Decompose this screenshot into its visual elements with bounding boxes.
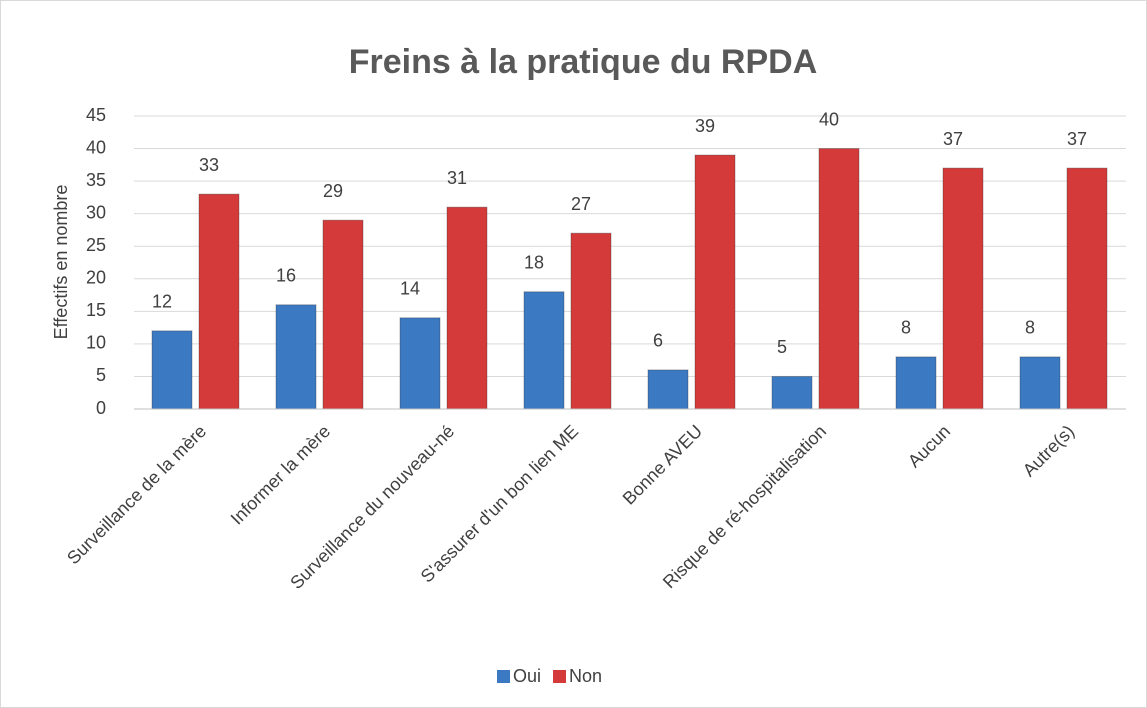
y-axis-label: Effectifs en nombre: [51, 185, 71, 340]
y-tick-label: 45: [86, 105, 106, 125]
bar: [942, 167, 984, 410]
data-label: 6: [653, 331, 663, 351]
bar: [570, 232, 612, 410]
bar: [399, 317, 441, 410]
bar: [1019, 356, 1061, 410]
data-label: 40: [819, 109, 839, 129]
y-tick-label: 0: [96, 398, 106, 418]
bar: [818, 148, 860, 410]
legend-swatch: [553, 670, 567, 683]
bar: [198, 193, 240, 410]
y-tick-label: 25: [86, 235, 106, 255]
bar: [322, 219, 364, 410]
data-label: 33: [199, 155, 219, 175]
y-tick-label: 15: [86, 300, 106, 320]
y-tick-label: 20: [86, 268, 106, 288]
y-tick-label: 5: [96, 365, 106, 385]
data-label: 37: [943, 129, 963, 149]
bar: [446, 206, 488, 410]
bar: [275, 304, 317, 410]
data-label: 5: [777, 337, 787, 357]
data-label: 31: [447, 168, 467, 188]
bar: [647, 369, 689, 410]
legend-swatch: [497, 670, 510, 683]
data-label: 29: [323, 181, 343, 201]
legend-label: Non: [569, 666, 602, 686]
bar: [895, 356, 937, 410]
bar: [1066, 167, 1108, 410]
bar: [694, 154, 736, 410]
bar: [151, 330, 193, 410]
bar: [523, 291, 565, 410]
data-label: 12: [152, 292, 172, 312]
y-tick-label: 10: [86, 333, 106, 353]
data-label: 27: [571, 194, 591, 214]
data-label: 8: [1025, 318, 1035, 338]
data-label: 39: [695, 116, 715, 136]
data-label: 18: [524, 253, 544, 273]
y-tick-label: 30: [86, 202, 106, 222]
data-label: 14: [400, 279, 420, 299]
bar: [771, 375, 813, 410]
legend-label: Oui: [513, 666, 541, 686]
y-tick-label: 40: [86, 137, 106, 157]
data-label: 37: [1067, 129, 1087, 149]
chart-title: Freins à la pratique du RPDA: [349, 43, 818, 81]
data-label: 16: [276, 266, 296, 286]
data-label: 8: [901, 318, 911, 338]
y-tick-label: 35: [86, 170, 106, 190]
